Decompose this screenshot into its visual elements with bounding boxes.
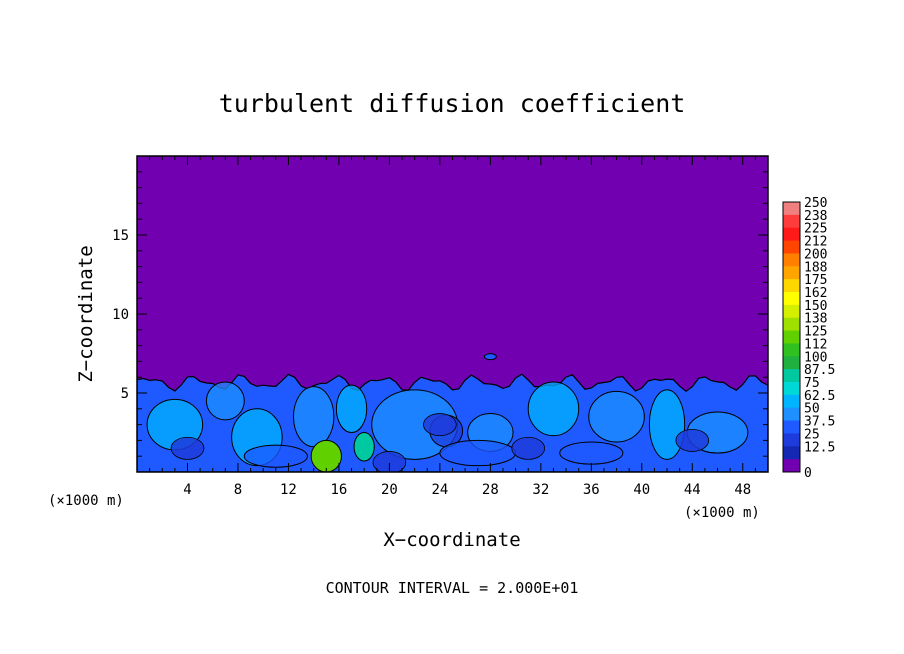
- secondary-maximum-region: [353, 432, 375, 462]
- eddy-structure: [335, 384, 368, 433]
- y-tick-label: 15: [112, 228, 129, 244]
- colorbar-label: 225: [804, 222, 827, 237]
- x-axis-ticks: 4 8 12 16 20 24 28 32 36 40 44 48: [183, 156, 751, 498]
- colorbar-swatch: [783, 343, 800, 357]
- eddy-structure: [648, 389, 686, 460]
- low-value-patch: [511, 436, 546, 460]
- colorbar-label: 212: [804, 235, 827, 250]
- colorbar-label: 250: [804, 196, 827, 211]
- x-tick-label: 48: [734, 482, 751, 498]
- colorbar-label: 0: [804, 466, 812, 481]
- colorbar-swatch: [783, 227, 800, 242]
- colorbar-swatch: [783, 292, 800, 306]
- detached-eddy: [483, 353, 497, 361]
- x-unit-label-right: (×1000 m): [684, 505, 760, 521]
- colorbar-label: 25: [804, 427, 820, 442]
- x-tick-label: 40: [633, 482, 650, 498]
- colorbar-label: 200: [804, 247, 827, 262]
- turbulent-field: [137, 353, 768, 472]
- y-tick-label: 5: [121, 386, 129, 402]
- colorbar-swatch: [783, 253, 800, 267]
- low-value-patch: [423, 413, 457, 437]
- x-axis-title: X−coordinate: [383, 529, 520, 551]
- colorbar-label: 162: [804, 286, 827, 301]
- x-tick-label: 36: [583, 482, 600, 498]
- eddy-structure: [243, 444, 308, 468]
- colorbar-label: 175: [804, 273, 827, 288]
- low-value-patch: [372, 451, 407, 472]
- eddy-structure: [559, 441, 624, 465]
- colorbar-label: 62.5: [804, 389, 835, 404]
- y-axis-title: Z−coordinate: [75, 245, 97, 382]
- eddy-structure: [527, 381, 580, 437]
- eddy-structure: [292, 386, 335, 448]
- contour-interval-note: CONTOUR INTERVAL = 2.000E+01: [326, 579, 579, 597]
- x-tick-label: 4: [183, 482, 191, 498]
- colorbar-swatch: [783, 446, 800, 460]
- eddy-structure: [205, 381, 245, 421]
- colorbar-swatch: [783, 202, 800, 216]
- low-value-patch: [675, 428, 710, 452]
- colorbar-swatch: [783, 304, 800, 319]
- colorbar-swatch: [783, 420, 800, 434]
- x-tick-label: 8: [234, 482, 242, 498]
- x-tick-label: 44: [684, 482, 701, 498]
- colorbar-swatch: [783, 394, 800, 409]
- x-tick-label: 20: [381, 482, 398, 498]
- colorbar: 2502382252122001881751621501381251121008…: [782, 196, 835, 481]
- local-maximum-region: [310, 439, 342, 472]
- y-axis-ticks: 5 10 15: [112, 228, 768, 402]
- y-tick-label: 10: [112, 307, 129, 323]
- colorbar-label: 37.5: [804, 415, 835, 430]
- colorbar-swatch: [783, 407, 800, 422]
- eddy-structure: [439, 439, 517, 467]
- colorbar-label: 12.5: [804, 440, 835, 455]
- colorbar-swatch: [783, 459, 800, 473]
- colorbar-swatch: [783, 330, 800, 344]
- colorbar-frame: [782, 201, 801, 473]
- colorbar-label: 125: [804, 325, 827, 340]
- colorbar-swatch: [783, 317, 800, 332]
- colorbar-swatch: [783, 433, 800, 447]
- colorbar-label: 138: [804, 312, 827, 327]
- x-tick-label: 24: [431, 482, 448, 498]
- x-tick-label: 12: [280, 482, 297, 498]
- colorbar-label: 238: [804, 209, 827, 224]
- colorbar-label: 188: [804, 260, 827, 275]
- x-unit-label-left: (×1000 m): [48, 493, 124, 509]
- minor-ticks: [136, 155, 769, 473]
- colorbar-swatch: [783, 279, 800, 293]
- colorbar-label: 150: [804, 299, 827, 314]
- x-tick-label: 28: [482, 482, 499, 498]
- colorbar-swatch: [783, 382, 800, 396]
- colorbar-label: 75: [804, 376, 820, 391]
- colorbar-swatch: [783, 266, 800, 280]
- colorbar-label: 50: [804, 402, 820, 417]
- colorbar-swatch: [783, 369, 800, 383]
- x-tick-label: 32: [532, 482, 549, 498]
- colorbar-label: 87.5: [804, 363, 835, 378]
- colorbar-label: 112: [804, 337, 827, 352]
- chart-title: turbulent diffusion coefficient: [219, 89, 686, 118]
- colorbar-swatch: [783, 356, 800, 370]
- colorbar-label: 100: [804, 350, 827, 365]
- colorbar-swatch: [783, 214, 800, 229]
- eddy-structure: [588, 390, 645, 443]
- colorbar-swatch: [783, 240, 800, 254]
- low-value-patch: [170, 436, 205, 460]
- x-tick-label: 16: [330, 482, 347, 498]
